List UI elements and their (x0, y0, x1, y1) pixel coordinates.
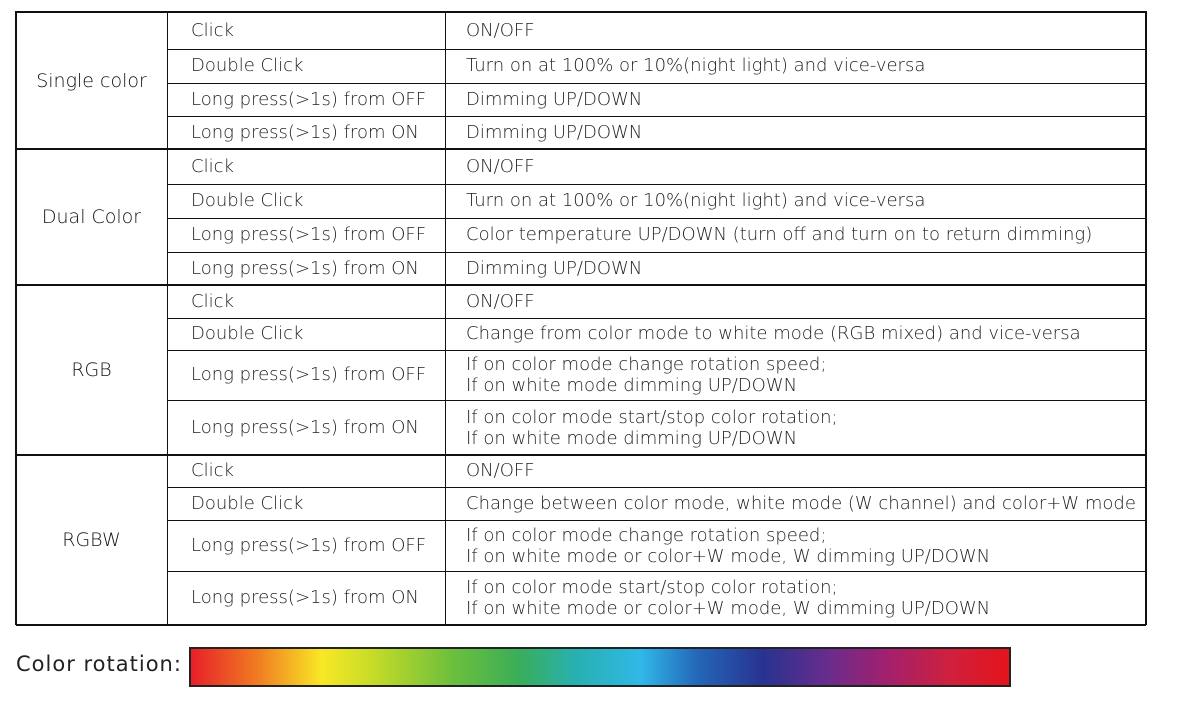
action: Double Click (191, 190, 304, 211)
rule (16, 148, 1146, 150)
group-name: Dual Color (41, 206, 142, 228)
rule (167, 318, 1146, 319)
rule (167, 218, 1146, 219)
description: Dimming UP/DOWN (466, 121, 643, 143)
action: Long press(>1s) from OFF (191, 534, 427, 556)
description: If on color mode change rotation speed; I… (466, 350, 826, 400)
description: If on color mode start/stop color rotati… (466, 571, 990, 625)
group-name: RGB (71, 359, 112, 381)
description: Change from color mode to white mode (RG… (466, 323, 1081, 344)
rule (167, 12, 168, 625)
rule (16, 454, 1146, 456)
action: Long press(>1s) from ON (191, 121, 419, 143)
description: Change between color mode, white mode (W… (466, 492, 1136, 514)
rule (167, 252, 1146, 253)
description-line: If on white mode dimming UP/DOWN (466, 375, 798, 396)
description: ON/OFF (466, 290, 535, 312)
action: Long press(>1s) from OFF (191, 224, 427, 245)
description: If on color mode start/stop color rotati… (466, 400, 838, 455)
rule (167, 116, 1146, 117)
description: Dimming UP/DOWN (466, 257, 643, 279)
action: Double Click (191, 55, 304, 76)
rule (167, 184, 1146, 185)
description-line: If on color mode change rotation speed; (466, 524, 827, 546)
rule (445, 12, 446, 625)
description-line: If on color mode start/stop color rotati… (466, 406, 838, 428)
action: Double Click (191, 323, 304, 344)
action: Double Click (191, 492, 304, 514)
action: Long press(>1s) from OFF (191, 88, 427, 110)
rule (1145, 11, 1147, 625)
description: ON/OFF (466, 19, 535, 41)
rule (16, 11, 1146, 13)
description: If on color mode change rotation speed; I… (466, 520, 990, 571)
rule (167, 49, 1146, 50)
rule (167, 83, 1146, 84)
description: ON/OFF (466, 155, 535, 177)
description: Turn on at 100% or 10%(night light) and … (466, 55, 926, 76)
action: Long press(>1s) from ON (191, 416, 419, 438)
action: Click (191, 19, 234, 41)
color-rotation-label: Color rotation: (16, 652, 182, 676)
group-name: RGBW (62, 529, 121, 551)
description: Dimming UP/DOWN (466, 88, 643, 110)
group-name: Single color (36, 69, 147, 92)
action: Long press(>1s) from OFF (191, 364, 427, 385)
rule (167, 520, 1146, 521)
description-line: If on white mode or color+W mode, W dimm… (466, 545, 991, 567)
rule (167, 350, 1146, 351)
rule (16, 284, 1146, 286)
description: ON/OFF (466, 460, 535, 481)
description: Turn on at 100% or 10%(night light) and … (466, 190, 926, 211)
action: Click (191, 460, 234, 481)
color-rotation-bar (189, 647, 1011, 687)
rule (16, 624, 1146, 626)
description: Color temperature UP/DOWN (turn off and … (466, 224, 1093, 245)
description-line: If on white mode dimming UP/DOWN (466, 427, 798, 449)
rule (167, 400, 1146, 401)
action: Click (191, 290, 234, 312)
rule (15, 11, 17, 625)
description-line: If on white mode or color+W mode, W dimm… (466, 598, 991, 619)
action: Long press(>1s) from ON (191, 587, 419, 608)
rule (167, 487, 1146, 488)
description-line: If on color mode start/stop color rotati… (466, 577, 838, 598)
description-line: If on color mode change rotation speed; (466, 354, 827, 375)
rule (167, 571, 1146, 572)
action: Long press(>1s) from ON (191, 257, 419, 279)
action: Click (191, 155, 234, 177)
